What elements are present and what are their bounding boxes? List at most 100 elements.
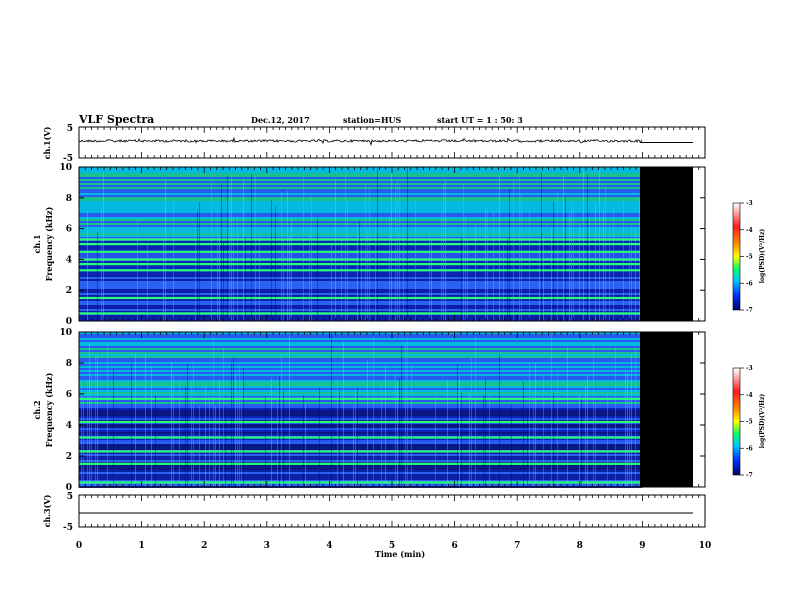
spectrogram-row bbox=[79, 348, 643, 350]
spectrogram-streak bbox=[587, 174, 588, 321]
spectrogram-streak bbox=[543, 236, 544, 321]
y-tick-label: 4 bbox=[66, 421, 72, 431]
ch1-colorbar-gradient bbox=[732, 202, 741, 311]
spectrogram-streak bbox=[553, 201, 554, 321]
spectrogram-streak bbox=[539, 238, 540, 321]
colorbar-tick-label: -7 bbox=[746, 472, 753, 479]
spectrogram-streak bbox=[603, 209, 604, 321]
spectrogram-streak bbox=[581, 399, 582, 487]
spectrogram-streak bbox=[533, 391, 534, 487]
spectrogram-streak bbox=[91, 376, 92, 487]
spectrogram-row bbox=[79, 203, 643, 205]
y-tick-label: 8 bbox=[66, 194, 72, 204]
spectrogram-streak bbox=[331, 332, 332, 487]
spectrogram-row bbox=[79, 408, 643, 410]
spectrogram-row bbox=[79, 245, 643, 247]
spectrogram-streak bbox=[343, 341, 344, 487]
spectrogram-streak bbox=[519, 170, 520, 321]
spectrogram-streak bbox=[197, 209, 198, 321]
y-tick-label: 0 bbox=[66, 483, 72, 493]
spectrogram-streak bbox=[217, 207, 218, 321]
ch3-ylabel: ch.3(V) bbox=[42, 494, 52, 527]
spectrogram-streak bbox=[357, 387, 358, 487]
spectrogram-row bbox=[79, 428, 643, 430]
spectrogram-streak bbox=[359, 220, 360, 321]
spectrogram-row bbox=[79, 173, 643, 175]
date-label: Dec.12, 2017 bbox=[251, 115, 310, 125]
ch1-no-data-region bbox=[640, 167, 693, 321]
spectrogram-streak bbox=[237, 216, 238, 321]
colorbar-tick-label: -7 bbox=[746, 307, 753, 314]
spectrogram-row bbox=[79, 285, 643, 287]
spectrogram-streak bbox=[389, 217, 390, 321]
spectrogram-streak bbox=[219, 236, 220, 321]
spectrogram-row bbox=[79, 458, 643, 460]
spectrogram-streak bbox=[335, 179, 336, 321]
spectrogram-row bbox=[79, 237, 643, 239]
spectrogram-streak bbox=[377, 168, 378, 321]
spectrogram-streak bbox=[265, 395, 266, 487]
ch2-spectrogram-channel-label: ch.2 bbox=[32, 400, 42, 419]
ch1-spectrogram-channel-label: ch.1 bbox=[32, 234, 42, 253]
spectrogram-row bbox=[79, 257, 643, 259]
colorbar-tick-label: -6 bbox=[746, 445, 753, 452]
x-tick-label: 1 bbox=[138, 541, 144, 551]
spectrogram-streak bbox=[243, 178, 244, 321]
spectrogram-streak bbox=[271, 378, 272, 487]
spectrogram-row bbox=[79, 456, 643, 458]
spectrogram-row bbox=[79, 424, 643, 426]
spectrogram-row bbox=[79, 446, 643, 448]
spectrogram-streak bbox=[345, 173, 346, 321]
spectrogram-streak bbox=[625, 371, 626, 487]
spectrogram-streak bbox=[373, 336, 374, 487]
spectrogram-streak bbox=[415, 200, 416, 321]
spectrogram-streak bbox=[353, 405, 354, 487]
spectrogram-row bbox=[79, 346, 643, 348]
ch1-spectrogram-yticks: 0 2 4 6 8 10 bbox=[59, 163, 705, 327]
spectrogram-streak bbox=[259, 235, 260, 321]
spectrogram-streak bbox=[367, 228, 368, 321]
ch1-colorbar: -3 -4 -5 -6 -7 log(PSD)(V²/Hz) bbox=[732, 200, 766, 314]
spectrogram-streak bbox=[431, 240, 432, 321]
spectrogram-streak bbox=[95, 355, 96, 487]
ch3-ytick-top: 5 bbox=[67, 492, 73, 502]
spectrogram-streak bbox=[435, 396, 436, 487]
spectrogram-row bbox=[79, 440, 643, 442]
spectrogram-row bbox=[79, 414, 643, 416]
spectrogram-streak bbox=[557, 190, 558, 321]
spectrogram-row bbox=[79, 281, 643, 283]
spectrogram-row bbox=[79, 384, 643, 386]
spectrogram-row bbox=[79, 352, 643, 354]
spectrogram-row bbox=[79, 315, 643, 317]
spectrogram-row bbox=[79, 340, 643, 342]
spectrogram-row bbox=[79, 231, 643, 233]
spectrogram-streak bbox=[381, 385, 382, 487]
spectrogram-row bbox=[79, 283, 643, 285]
spectrogram-row bbox=[79, 402, 643, 404]
spectrogram-row bbox=[79, 179, 643, 181]
spectrogram-streak bbox=[135, 352, 136, 487]
x-tick-label: 8 bbox=[577, 541, 583, 551]
spectrogram-streak bbox=[243, 368, 244, 487]
spectrogram-streak bbox=[459, 376, 460, 487]
spectrogram-streak bbox=[87, 380, 88, 487]
spectrogram-row bbox=[79, 464, 643, 466]
spectrogram-streak bbox=[185, 386, 186, 487]
spectrogram-band bbox=[79, 462, 643, 465]
spectrogram-streak bbox=[631, 352, 632, 487]
spectrogram-streak bbox=[631, 226, 632, 321]
spectrogram-streak bbox=[145, 353, 146, 487]
spectrogram-row bbox=[79, 241, 643, 243]
spectrogram-streak bbox=[615, 346, 616, 487]
spectrogram-streak bbox=[499, 175, 500, 321]
spectrogram-streak bbox=[179, 379, 180, 487]
spectrogram-row bbox=[79, 311, 643, 313]
spectrogram-band bbox=[79, 481, 643, 484]
spectrogram-band bbox=[79, 238, 643, 241]
spectrogram-streak bbox=[311, 196, 312, 321]
spectrogram-band bbox=[79, 450, 643, 453]
spectrogram-streak bbox=[225, 406, 226, 487]
spectrogram-streak bbox=[573, 204, 574, 321]
spectrogram-streak bbox=[391, 169, 392, 321]
